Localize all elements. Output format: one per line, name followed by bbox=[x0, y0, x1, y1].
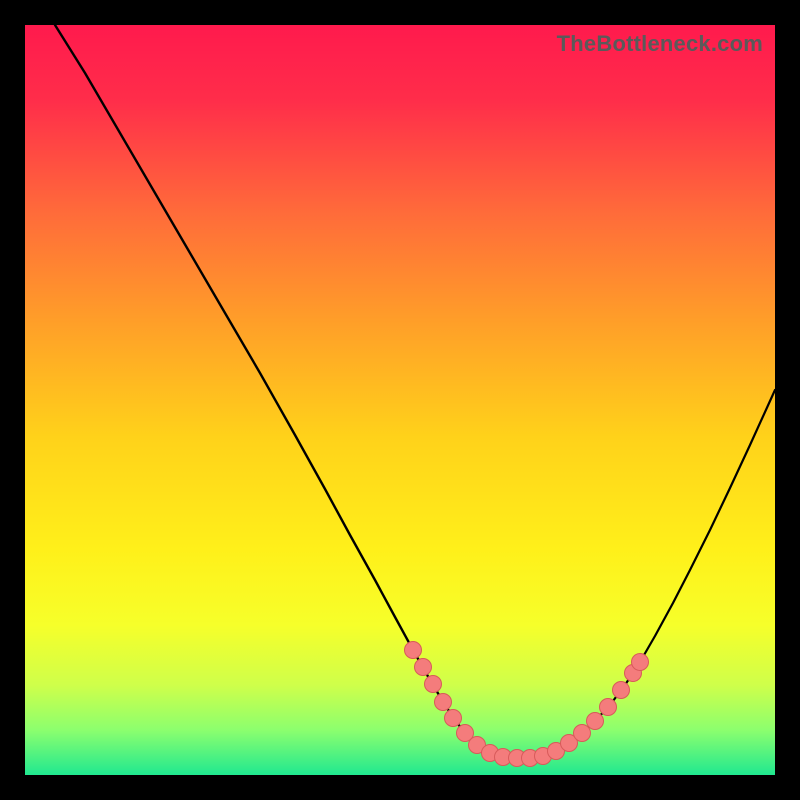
curve-right-branch bbox=[505, 390, 775, 758]
data-marker bbox=[435, 694, 452, 711]
curve-left-branch bbox=[55, 25, 505, 758]
data-marker bbox=[587, 713, 604, 730]
data-marker bbox=[415, 659, 432, 676]
data-marker bbox=[600, 699, 617, 716]
data-marker bbox=[613, 682, 630, 699]
data-marker bbox=[425, 676, 442, 693]
curve-layer bbox=[25, 25, 775, 775]
marker-group bbox=[405, 642, 649, 767]
chart-frame: TheBottleneck.com bbox=[0, 0, 800, 800]
data-marker bbox=[445, 710, 462, 727]
data-marker bbox=[574, 725, 591, 742]
watermark-text: TheBottleneck.com bbox=[557, 31, 763, 57]
plot-area: TheBottleneck.com bbox=[25, 25, 775, 775]
data-marker bbox=[405, 642, 422, 659]
data-marker bbox=[632, 654, 649, 671]
